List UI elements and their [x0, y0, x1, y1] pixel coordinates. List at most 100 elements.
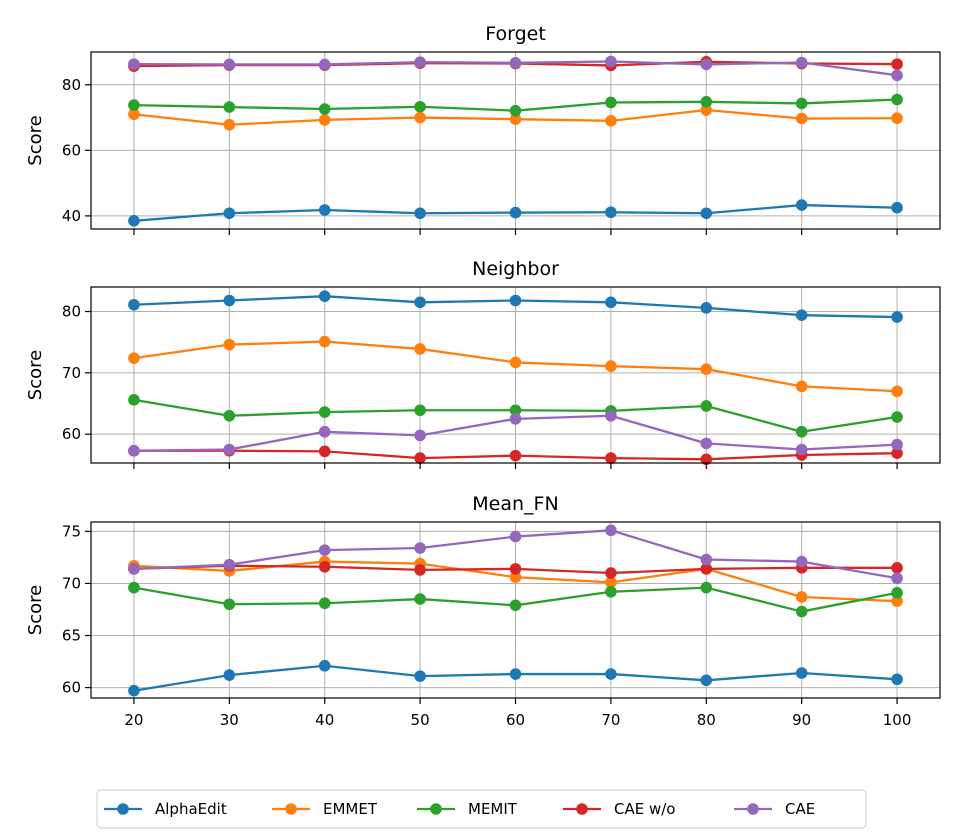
data-point — [795, 443, 808, 456]
legend-label: CAE w/o — [614, 800, 675, 818]
data-point — [700, 453, 713, 466]
data-point — [509, 404, 522, 417]
x-tick-label: 60 — [506, 711, 525, 729]
data-point — [605, 576, 617, 589]
data-point — [891, 58, 903, 70]
data-point — [318, 58, 331, 71]
data-point — [223, 118, 236, 131]
data-point — [318, 445, 331, 458]
data-point — [605, 206, 617, 219]
data-point — [318, 560, 331, 573]
data-point — [891, 411, 903, 423]
data-point — [795, 199, 808, 211]
data-point — [223, 443, 236, 456]
y-tick-label: 80 — [62, 76, 81, 94]
legend-marker — [285, 803, 297, 815]
data-point — [509, 530, 522, 543]
data-point — [414, 343, 426, 355]
data-point — [509, 599, 522, 612]
data-point — [891, 69, 903, 82]
data-point — [318, 103, 331, 115]
legend-label: CAE — [785, 800, 815, 818]
x-tick-label: 40 — [315, 711, 334, 729]
data-point — [509, 113, 522, 125]
data-point — [605, 524, 617, 537]
data-point — [795, 591, 808, 603]
data-point — [128, 581, 140, 594]
data-point — [128, 684, 140, 697]
data-point — [318, 406, 331, 418]
data-point — [891, 572, 903, 585]
data-point — [318, 204, 331, 216]
data-point — [605, 296, 617, 309]
x-tick-label: 50 — [411, 711, 430, 729]
data-point — [128, 352, 140, 364]
data-point — [700, 674, 713, 687]
data-point — [509, 449, 522, 462]
data-point — [318, 290, 331, 302]
data-point — [891, 201, 903, 214]
data-point — [795, 605, 808, 618]
legend-label: AlphaEdit — [155, 800, 227, 818]
data-point — [223, 409, 236, 422]
data-point — [414, 542, 426, 554]
x-tick-label: 100 — [883, 711, 912, 729]
data-point — [891, 595, 903, 607]
legend-label: EMMET — [323, 800, 378, 818]
legend-label: MEMIT — [468, 800, 518, 818]
legend: AlphaEdit EMMET MEMIT CAE w/o CAE — [96, 789, 867, 829]
y-tick-label: 60 — [62, 679, 81, 697]
data-point — [700, 302, 713, 314]
data-point — [891, 562, 903, 574]
data-point — [223, 58, 236, 71]
data-point — [223, 294, 236, 307]
data-point — [605, 668, 617, 680]
data-point — [414, 56, 426, 68]
x-tick-label: 90 — [792, 711, 811, 729]
data-point — [891, 311, 903, 323]
legend-item-memit: MEMIT — [417, 800, 518, 818]
data-point — [509, 294, 522, 307]
data-point — [414, 100, 426, 113]
data-point — [414, 111, 426, 124]
data-point — [795, 97, 808, 110]
data-point — [509, 206, 522, 219]
data-point — [795, 380, 808, 393]
data-point — [795, 112, 808, 125]
data-point — [223, 207, 236, 220]
data-point — [891, 587, 903, 599]
y-tick-label: 60 — [62, 425, 81, 443]
legend-marker — [747, 803, 759, 815]
data-point — [509, 104, 522, 117]
x-tick-label: 70 — [601, 711, 620, 729]
data-point — [605, 452, 617, 464]
data-point — [414, 429, 426, 442]
data-point — [605, 360, 617, 372]
y-tick-label: 75 — [62, 522, 81, 540]
data-point — [509, 563, 522, 575]
data-point — [318, 659, 331, 672]
data-point — [223, 598, 236, 611]
panel-title: Forget — [485, 23, 546, 45]
data-point — [700, 563, 713, 575]
data-point — [605, 96, 617, 109]
data-point — [891, 438, 903, 451]
data-point — [128, 298, 140, 311]
data-point — [891, 112, 903, 125]
data-point — [795, 425, 808, 438]
data-point — [223, 101, 236, 113]
data-point — [509, 356, 522, 369]
data-point — [414, 452, 426, 464]
data-point — [891, 385, 903, 398]
data-point — [700, 96, 713, 108]
data-point — [700, 363, 713, 375]
data-point — [414, 564, 426, 576]
data-point — [414, 207, 426, 220]
legend-marker — [117, 803, 129, 815]
data-point — [318, 544, 331, 556]
data-point — [891, 447, 903, 459]
data-point — [795, 309, 808, 322]
panel-title: Neighbor — [472, 258, 559, 280]
data-point — [700, 207, 713, 220]
